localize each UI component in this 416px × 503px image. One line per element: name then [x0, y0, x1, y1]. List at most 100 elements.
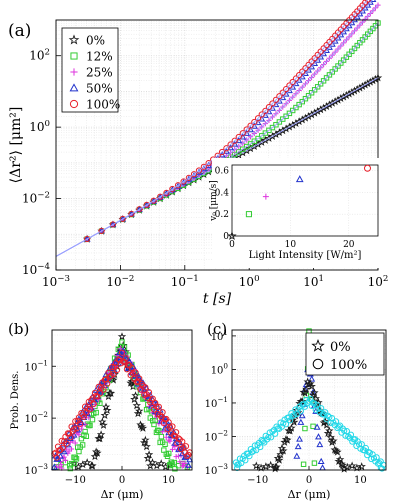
- data-point: [125, 357, 133, 364]
- data-point: [326, 72, 333, 78]
- data-point: [247, 122, 254, 129]
- x-tick-label: 10−3: [42, 274, 70, 289]
- data-point: [119, 339, 125, 345]
- x-tick-label: −10: [65, 475, 86, 486]
- data-point: [326, 433, 335, 442]
- data-point: [289, 78, 296, 86]
- data-point: [157, 193, 164, 200]
- data-point: [142, 384, 149, 391]
- legend-box: [61, 27, 119, 113]
- data-point: [137, 422, 146, 431]
- data-point: [127, 377, 137, 386]
- data-point: [316, 440, 324, 448]
- data-point: [84, 405, 91, 412]
- data-point: [158, 433, 165, 440]
- data-point: [286, 417, 294, 424]
- data-point: [164, 453, 171, 459]
- data-point: [169, 446, 176, 452]
- data-point: [299, 98, 306, 105]
- data-point: [272, 96, 280, 103]
- legend: 0% 100%: [305, 332, 385, 376]
- data-point: [252, 461, 261, 470]
- data-point: [296, 71, 303, 79]
- data-point: [343, 462, 352, 471]
- data-point: [262, 107, 269, 114]
- data-point: [276, 450, 285, 459]
- data-point: [182, 443, 190, 450]
- data-point: [82, 458, 92, 467]
- data-point: [251, 118, 258, 126]
- data-point: [59, 444, 67, 451]
- y-tick-label: 10−1: [205, 395, 228, 410]
- inset-frame: [231, 164, 379, 237]
- x-tick-label: 10−1: [171, 274, 199, 289]
- data-point: [58, 462, 64, 468]
- data-point: [171, 459, 177, 466]
- data-point: [146, 461, 155, 470]
- data-point: [71, 460, 77, 467]
- data-point: [323, 75, 330, 81]
- data-point: [308, 58, 315, 65]
- data-point: [195, 167, 203, 174]
- x-axis-label: Δr (μm): [288, 488, 331, 501]
- data-point: [67, 465, 74, 472]
- data-point: [343, 54, 350, 60]
- data-point: [313, 423, 321, 430]
- velocity-inset-plot: 0 10 20 0 0.2 0.4 0.6 Light Intensity [W/m²] v₀ …: [209, 158, 390, 268]
- data-point: [242, 457, 249, 464]
- data-point: [154, 427, 161, 433]
- data-point: [175, 445, 183, 453]
- inset-x-tick-label: 0: [229, 240, 235, 250]
- data-point: [113, 366, 121, 374]
- data-point: [90, 400, 97, 407]
- data-point: [128, 364, 135, 372]
- data-point: [93, 409, 99, 416]
- legend-marker: [68, 34, 80, 45]
- data-point: [298, 412, 306, 419]
- data-point: [308, 90, 315, 96]
- data-point: [97, 400, 103, 406]
- data-point: [141, 435, 150, 444]
- data-point: [110, 371, 117, 378]
- data-point: [332, 66, 338, 72]
- y-tick-label: 10−2: [25, 410, 48, 425]
- data-point: [179, 438, 186, 445]
- inset-y-tick-label: 0.4: [215, 188, 230, 198]
- data-point: [136, 206, 143, 213]
- data-point: [156, 428, 162, 434]
- data-point: [314, 402, 321, 409]
- data-point: [103, 406, 112, 415]
- data-point: [87, 422, 93, 429]
- data-point: [98, 227, 105, 235]
- data-point: [186, 456, 194, 463]
- data-point: [136, 375, 143, 382]
- data-point: [333, 447, 342, 456]
- data-point: [318, 405, 325, 412]
- data-point: [354, 438, 361, 445]
- data-point: [101, 402, 111, 411]
- data-point: [307, 381, 316, 390]
- data-point: [155, 403, 163, 410]
- data-point: [311, 460, 318, 466]
- data-point: [143, 201, 150, 208]
- data-point: [117, 332, 127, 341]
- data-point: [76, 448, 82, 455]
- data-point: [223, 145, 230, 152]
- data-point: [285, 414, 292, 421]
- data-point: [296, 101, 302, 108]
- data-point: [178, 450, 186, 457]
- data-point: [79, 442, 86, 448]
- data-point: [338, 60, 344, 66]
- data-point: [293, 104, 299, 111]
- data-point: [200, 165, 208, 172]
- data-point: [100, 386, 107, 393]
- data-point: [144, 450, 154, 459]
- data-point: [272, 430, 279, 437]
- y-tick-label: 102: [29, 48, 50, 63]
- data-point: [141, 391, 148, 398]
- data-point: [145, 389, 153, 396]
- data-point: [98, 417, 107, 426]
- data-point: [143, 454, 153, 463]
- y-axis-label: Prob. Dens.: [10, 371, 21, 430]
- data-point: [259, 437, 267, 445]
